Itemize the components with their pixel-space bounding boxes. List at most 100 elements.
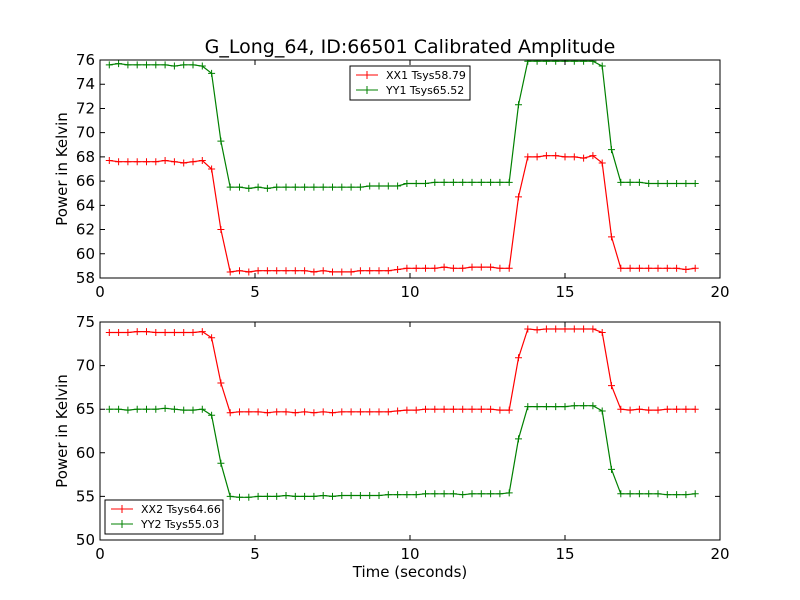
- data-point: [263, 409, 271, 417]
- data-point: [570, 60, 578, 65]
- data-point: [310, 409, 318, 417]
- y-tick-label: 55: [76, 487, 95, 505]
- data-point: [366, 267, 374, 275]
- data-point: [459, 491, 467, 499]
- data-point: [356, 492, 364, 500]
- y-tick-label: 50: [76, 531, 95, 549]
- legend-label: XX1 Tsys58.79: [386, 69, 466, 82]
- data-point: [561, 403, 569, 411]
- data-point: [180, 328, 188, 336]
- data-point: [329, 492, 336, 500]
- data-point: [635, 490, 643, 498]
- data-point: [654, 180, 662, 188]
- data-point: [189, 328, 197, 336]
- data-point: [580, 325, 588, 333]
- legend-marker: [356, 71, 378, 79]
- data-point: [412, 491, 420, 499]
- data-point: [366, 492, 374, 500]
- subplot-2: 0 5 10 15 20 50 55 60 65 70 75 Power in Kelvin Time …: [53, 313, 730, 581]
- series-line: [109, 60, 696, 190]
- data-point: [533, 403, 541, 411]
- data-point: [468, 490, 476, 498]
- data-point: [468, 263, 476, 271]
- x-tick-label: 0: [95, 283, 105, 301]
- data-point: [394, 407, 402, 415]
- data-point: [226, 268, 234, 276]
- y-tick-label: 70: [76, 357, 95, 375]
- data-point: [496, 178, 504, 186]
- data-point: [124, 61, 132, 69]
- data-point: [552, 325, 560, 333]
- y-tick-label: 60: [76, 245, 95, 263]
- data-point: [375, 267, 383, 275]
- data-point: [254, 183, 262, 191]
- data-point: [254, 408, 262, 416]
- legend-box: [349, 65, 471, 101]
- data-point: [310, 492, 318, 500]
- data-point: [449, 490, 457, 498]
- data-point: [133, 328, 141, 336]
- data-point: [273, 492, 281, 500]
- data-point: [208, 165, 216, 173]
- y-tick-label: 76: [76, 51, 95, 69]
- data-point: [691, 490, 699, 498]
- data-point: [468, 178, 476, 186]
- data-point: [208, 334, 216, 342]
- y-tick-label: 62: [76, 221, 95, 239]
- data-point: [180, 159, 188, 167]
- series-2: [105, 60, 699, 192]
- data-point: [682, 491, 690, 499]
- data-point: [105, 405, 113, 413]
- data-point: [449, 405, 457, 413]
- series-1: [105, 152, 699, 276]
- data-point: [598, 328, 606, 336]
- data-point: [440, 178, 448, 186]
- data-point: [245, 408, 253, 416]
- data-point: [449, 264, 457, 272]
- legend: XX2 Tsys64.66 YY2 Tsys55.03: [104, 499, 224, 535]
- x-axis-label: Time (seconds): [352, 563, 468, 581]
- data-point: [180, 406, 188, 414]
- data-point: [226, 492, 234, 500]
- data-point: [570, 153, 578, 161]
- y-axis-label: Power in Kelvin: [53, 374, 71, 488]
- data-point: [347, 183, 355, 191]
- data-point: [663, 491, 671, 499]
- data-point: [384, 408, 392, 416]
- series-2: [105, 402, 699, 501]
- data-point: [384, 267, 392, 275]
- data-point: [477, 490, 485, 498]
- y-tick-label: 60: [76, 444, 95, 462]
- data-point: [375, 182, 383, 190]
- data-point: [236, 267, 243, 275]
- data-point: [663, 264, 671, 272]
- data-point: [654, 406, 662, 414]
- legend-marker: [356, 86, 378, 94]
- data-point: [143, 405, 150, 413]
- data-point: [682, 266, 690, 274]
- data-point: [589, 402, 597, 410]
- subplot-1: 0 5 10 15 20 58 60 62 64 66 68 70 72 74 76 Power in Kel…: [53, 51, 730, 301]
- data-point: [617, 178, 625, 186]
- data-point: [608, 465, 615, 473]
- data-point: [115, 328, 123, 336]
- data-point: [189, 406, 197, 414]
- data-point: [347, 408, 355, 416]
- data-point: [617, 264, 625, 272]
- legend-marker: [111, 520, 133, 528]
- data-point: [301, 492, 309, 500]
- data-point: [152, 328, 160, 336]
- x-tick-label: 10: [400, 545, 419, 563]
- data-point: [198, 405, 206, 413]
- data-point: [236, 183, 243, 191]
- data-point: [170, 328, 178, 336]
- data-point: [412, 264, 420, 272]
- data-point: [589, 325, 597, 333]
- data-point: [282, 183, 290, 191]
- plot-area: [105, 60, 699, 276]
- x-tick-label: 5: [250, 283, 260, 301]
- data-point: [338, 492, 346, 500]
- data-point: [496, 264, 504, 272]
- x-tick-label: 15: [555, 545, 574, 563]
